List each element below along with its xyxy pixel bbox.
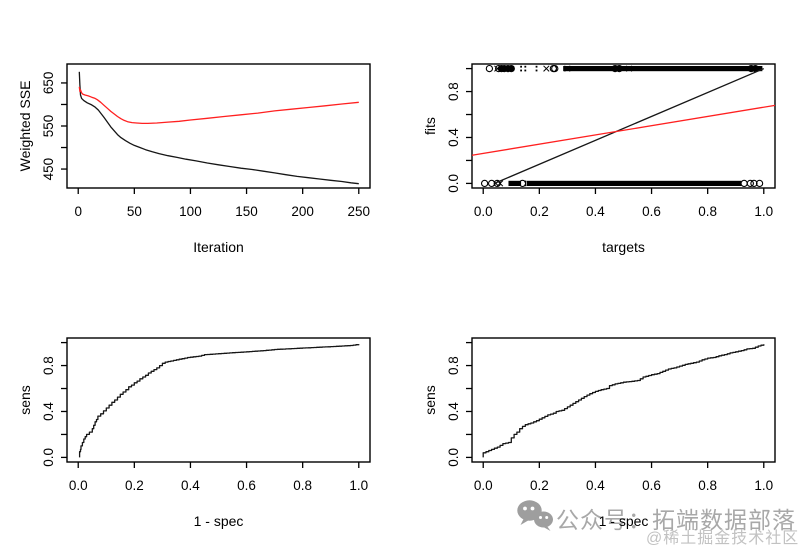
- watermark-sub-text: @稀土掘金技术社区: [646, 530, 800, 547]
- wechat-icon: [517, 500, 553, 531]
- y-tick-label: 0.4: [446, 402, 461, 421]
- point-dot: [555, 69, 558, 72]
- point-circle: [495, 64, 503, 73]
- y-tick-label: 0.8: [446, 82, 461, 101]
- point-dot: [535, 69, 538, 72]
- x-axis-title: 1 - spec: [194, 513, 244, 529]
- x-tick-label: 1.0: [754, 204, 773, 219]
- x-tick-label: 0.6: [237, 478, 256, 493]
- point-circle: [518, 179, 527, 188]
- identity-line: [494, 67, 765, 185]
- x-tick-label: 1.0: [349, 478, 368, 493]
- targets-0-band: [480, 179, 764, 188]
- validation-sse: [78, 86, 359, 125]
- x-tick-label: 0.0: [69, 478, 88, 493]
- x-tick-label: 0.2: [125, 478, 144, 493]
- x-axis-title: targets: [602, 239, 645, 255]
- point-dot: [524, 69, 527, 72]
- point-dot: [520, 65, 522, 68]
- point-dot: [524, 180, 527, 183]
- x-tick-label: 0.6: [642, 478, 661, 493]
- plot-roc-train: 0.0 0.2 0.4 0.6 0.8 1.0 0.0 0.4 0.8 1 - spec sens: [17, 337, 371, 529]
- training-sse: [78, 71, 359, 185]
- point-circle: [507, 64, 515, 73]
- plot-roc-test: 0.0 0.2 0.4 0.6 0.8 1.0 0.0 0.4 0.8 1 - spec sens: [422, 337, 776, 529]
- y-tick-label: 0.0: [446, 174, 461, 193]
- y-tick-label: 650: [41, 72, 56, 95]
- x-tick-label: 0: [74, 204, 82, 219]
- x-tick-label: 250: [348, 204, 371, 219]
- y-axis-title: Weighted SSE: [17, 81, 33, 172]
- y-axis-title: sens: [422, 385, 438, 415]
- point-cross: [564, 65, 571, 72]
- x-tick-label: 0.0: [474, 478, 493, 493]
- y-tick-label: 550: [41, 115, 56, 138]
- point-circle: [504, 64, 512, 73]
- targets-1-band: [485, 64, 763, 73]
- point-circle: [551, 64, 559, 73]
- point-cross: [543, 65, 550, 72]
- point-circle: [480, 179, 489, 188]
- x-tick-label: 0.2: [530, 204, 549, 219]
- watermark-main-text: 公众号：拓端数据部落: [556, 507, 796, 533]
- point-dot: [535, 65, 538, 68]
- y-tick-label: 450: [41, 158, 56, 181]
- point-dot: [524, 184, 527, 187]
- regression-line: [471, 104, 776, 156]
- point-circle: [747, 64, 755, 73]
- y-tick-label: 0.0: [41, 448, 56, 467]
- dense-point-run: [498, 65, 515, 72]
- point-cross: [494, 65, 501, 72]
- x-tick-label: 100: [179, 204, 202, 219]
- y-tick-label: 0.4: [41, 402, 56, 421]
- y-tick-label: 0.8: [446, 356, 461, 375]
- y-tick-label: 0.8: [41, 356, 56, 375]
- x-axis-title: Iteration: [193, 239, 244, 255]
- x-tick-label: 0.8: [698, 478, 717, 493]
- point-circle: [746, 179, 754, 188]
- y-axis-title: sens: [17, 385, 33, 415]
- point-circle: [755, 179, 764, 188]
- x-axis-title: 1 - spec: [599, 513, 649, 529]
- dense-point-run: [526, 180, 742, 187]
- point-dot: [524, 65, 527, 68]
- roc-curve-test: [482, 344, 765, 458]
- x-tick-label: 0.0: [474, 204, 493, 219]
- x-tick-label: 0.2: [530, 478, 549, 493]
- plot-weighted-sse: 0 50 100 150 200 250 450 550 650 Iteration Weighte…: [17, 63, 371, 255]
- y-axis-title: fits: [422, 117, 438, 135]
- plot-box: [471, 63, 776, 189]
- point-circle: [485, 64, 494, 73]
- roc-curve-train: [78, 344, 360, 458]
- point-circle: [615, 64, 623, 73]
- dense-point-run: [563, 65, 763, 72]
- x-tick-label: 0.8: [698, 204, 717, 219]
- x-tick-label: 0.4: [586, 478, 605, 493]
- plot-box: [66, 63, 371, 189]
- x-tick-label: 1.0: [754, 478, 773, 493]
- x-tick-label: 0.4: [586, 204, 605, 219]
- point-circle: [500, 64, 508, 73]
- x-tick-label: 50: [127, 204, 142, 219]
- point-circle: [740, 179, 748, 188]
- x-tick-label: 200: [291, 204, 314, 219]
- x-tick-label: 150: [235, 204, 258, 219]
- x-tick-label: 0.6: [642, 204, 661, 219]
- y-tick-label: 0.0: [446, 448, 461, 467]
- y-tick-label: 0.4: [446, 128, 461, 147]
- point-dot: [555, 65, 558, 68]
- plot-box: [66, 337, 371, 463]
- point-dot: [520, 69, 522, 72]
- x-tick-label: 0.4: [181, 478, 200, 493]
- point-circle: [611, 64, 619, 73]
- point-cross: [496, 180, 504, 187]
- point-cross: [625, 65, 633, 72]
- point-circle: [750, 179, 758, 188]
- x-tick-label: 0.8: [293, 478, 312, 493]
- plot-box: [471, 337, 776, 463]
- dense-point-run: [508, 180, 522, 187]
- plot-fits-vs-targets: 0.0 0.2 0.4 0.6 0.8 1.0 0.0 0.4 0.8 targets fits: [422, 63, 776, 255]
